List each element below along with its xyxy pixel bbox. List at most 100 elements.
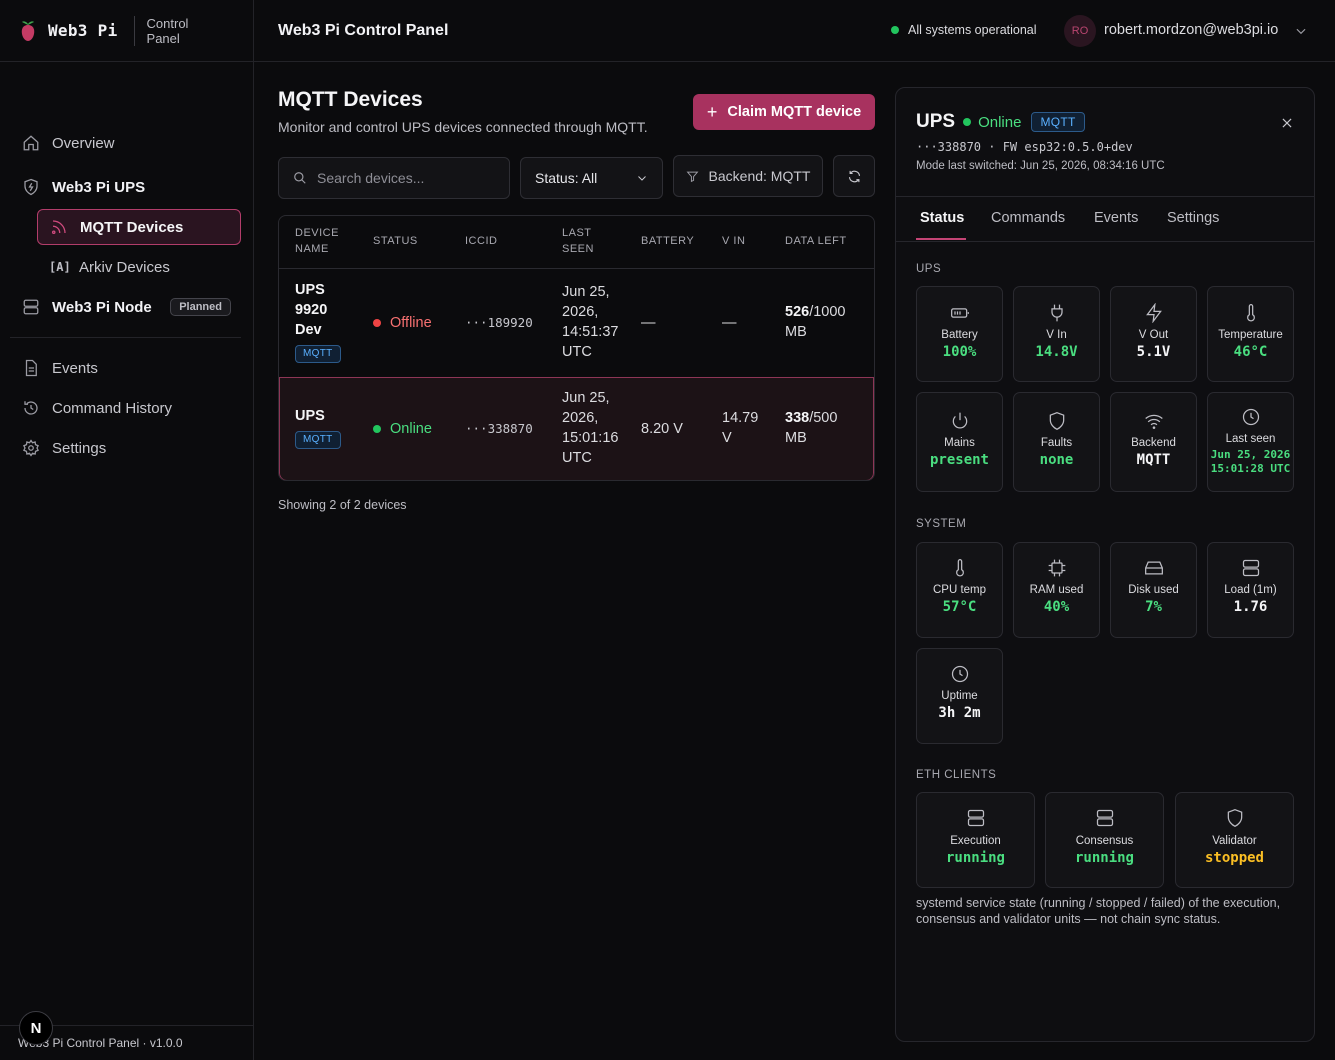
hard-drive-icon (1144, 561, 1163, 575)
shield-icon (1227, 808, 1242, 828)
v-in-value: — (722, 315, 737, 331)
thermometer-icon (955, 559, 964, 577)
status-badge: Offline (373, 313, 432, 333)
section-ups-label: UPS (916, 263, 942, 275)
iccid-value: ···338870 (465, 421, 533, 436)
panel-mode-switched: Mode last switched: Jun 25, 2026, 08:34:… (916, 160, 1165, 172)
col-battery[interactable]: BATTERY (641, 235, 695, 247)
status-filter-select[interactable]: Status: All (520, 157, 663, 199)
metric-card-v-out: V Out 5.1V (1110, 286, 1197, 382)
battery-icon (950, 308, 969, 318)
search-box[interactable] (278, 157, 510, 199)
col-status[interactable]: STATUS (373, 235, 418, 247)
sidebar-item-label: Web3 Pi Node (52, 298, 152, 316)
col-iccid[interactable]: ICCID (465, 235, 498, 247)
showing-count: Showing 2 of 2 devices (278, 498, 407, 512)
cpu-chip-icon (1048, 559, 1065, 577)
shield-bolt-icon (24, 178, 38, 196)
arkiv-icon: [A] (49, 260, 71, 274)
panel-title: UPS Online MQTT (916, 111, 1085, 133)
clock-icon (951, 665, 968, 683)
refresh-button[interactable] (833, 155, 875, 197)
sidebar-item-mqtt-devices[interactable]: MQTT Devices (37, 209, 241, 245)
topbar: Web3 Pi Control Panel All systems operat… (254, 0, 1335, 62)
search-input[interactable] (317, 170, 497, 186)
section-system-label: SYSTEM (916, 518, 967, 530)
status-badge: Online (373, 419, 432, 439)
filter-icon (686, 171, 698, 182)
last-seen-value: Jun 25, 2026, 15:01:16 UTC (562, 390, 619, 466)
sidebar-item-arkiv-devices[interactable]: [A] Arkiv Devices (37, 249, 241, 285)
brand-divider (133, 15, 135, 46)
metric-card-battery: Battery 100% (916, 286, 1003, 382)
sidebar-item-label: Settings (52, 439, 107, 457)
panel-status: Online (978, 113, 1022, 131)
sidebar-item-label: Arkiv Devices (79, 258, 170, 276)
history-icon (24, 401, 38, 415)
brand[interactable]: Web3 Pi Control Panel (0, 0, 253, 62)
eth-card-consensus: Consensus running (1045, 792, 1164, 888)
chevron-down-icon[interactable] (1294, 24, 1308, 38)
tab-events[interactable]: Events (1094, 210, 1139, 226)
metric-card-temperature: Temperature 46°C (1207, 286, 1294, 382)
sidebar-item-settings[interactable]: Settings (10, 430, 241, 466)
page-subtitle: Monitor and control UPS devices connecte… (278, 119, 648, 135)
status-dot-icon (891, 26, 899, 34)
backend-filter-label: Backend: MQTT (708, 168, 811, 184)
raspberry-logo-icon (21, 20, 35, 41)
status-dot-icon (373, 425, 381, 433)
col-device-name[interactable]: DEVICE NAME (295, 227, 339, 255)
metric-card-uptime: Uptime 3h 2m (916, 648, 1003, 744)
battery-value: 8.20 V (641, 421, 683, 437)
nextjs-dev-badge[interactable]: N (19, 1011, 53, 1045)
metric-card-backend: Backend MQTT (1110, 392, 1197, 492)
sidebar-item-overview[interactable]: Overview (10, 125, 241, 161)
close-icon[interactable] (1280, 116, 1294, 130)
eth-clients-note: systemd service state (running / stopped… (916, 896, 1281, 926)
device-name: UPS 9920 Dev MQTT (295, 280, 341, 363)
plug-icon (1050, 304, 1063, 322)
server-icon (967, 809, 984, 827)
avatar[interactable]: RO (1064, 15, 1096, 47)
tab-status[interactable]: Status (920, 210, 965, 226)
system-status: All systems operational (891, 23, 1037, 37)
col-v-in[interactable]: V IN (722, 235, 746, 247)
brand-name: Web3 Pi (48, 21, 118, 40)
mqtt-tag: MQTT (1031, 112, 1085, 132)
refresh-icon (848, 170, 860, 182)
metric-card-cpu-temp: CPU temp 57°C (916, 542, 1003, 638)
iccid-value: ···189920 (465, 315, 533, 330)
sidebar-divider (10, 337, 241, 338)
tab-settings[interactable]: Settings (1167, 210, 1220, 226)
sidebar-item-web3pi-node[interactable]: Web3 Pi Node Planned (10, 289, 241, 325)
sidebar-item-web3pi-ups[interactable]: Web3 Pi UPS (10, 169, 241, 205)
panel-firmware: ···338870 · FW esp32:0.5.0+dev (916, 140, 1133, 154)
metric-card-disk-used: Disk used 7% (1110, 542, 1197, 638)
sidebar-footer: Web3 Pi Control Panel · v1.0.0 (0, 1025, 254, 1060)
page-title: MQTT Devices (278, 88, 423, 111)
battery-value: — (641, 315, 656, 331)
section-eth-clients-label: ETH CLIENTS (916, 769, 997, 781)
clock-icon (1242, 408, 1259, 426)
planned-badge: Planned (170, 298, 231, 316)
col-data-left[interactable]: DATA LEFT (785, 235, 847, 247)
sidebar-item-label: Command History (52, 399, 173, 417)
tab-commands[interactable]: Commands (991, 210, 1066, 226)
backend-filter-button[interactable]: Backend: MQTT (673, 155, 823, 197)
user-email[interactable]: robert.mordzon@web3pi.io (1104, 22, 1279, 38)
panel-device-name: UPS (916, 111, 956, 132)
table-row-selected[interactable]: UPS MQTT Online ···338870 Jun 25, 2026, … (279, 377, 874, 480)
sidebar-item-events[interactable]: Events (10, 350, 241, 386)
rss-icon (51, 220, 66, 235)
wifi-icon (1144, 414, 1163, 429)
col-last-seen[interactable]: LAST SEEN (562, 227, 594, 255)
home-icon (23, 135, 39, 151)
claim-mqtt-device-button[interactable]: + Claim MQTT device (693, 94, 875, 130)
sidebar-item-command-history[interactable]: Command History (10, 390, 241, 426)
server-icon (23, 299, 39, 315)
tabs-divider (896, 241, 1314, 242)
sidebar: Web3 Pi Control Panel Overview Web3 Pi U… (0, 0, 254, 1060)
gear-icon (23, 439, 39, 457)
metric-card-ram-used: RAM used 40% (1013, 542, 1100, 638)
bolt-icon (1145, 303, 1162, 323)
